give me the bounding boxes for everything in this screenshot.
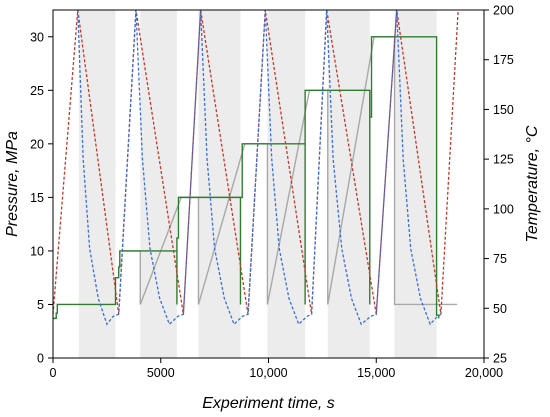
right-y-tick-label: 125 (493, 153, 514, 167)
right-y-tick-label: 150 (493, 103, 514, 117)
right-y-tick-label: 75 (493, 252, 507, 266)
right-y-tick-label: 25 (493, 352, 507, 366)
left-y-tick-label: 0 (37, 352, 44, 366)
right-y-tick-label: 100 (493, 202, 514, 216)
right-y-tick-label: 200 (493, 4, 514, 18)
series-pressure-line (53, 36, 440, 320)
shaded-interval (140, 10, 177, 358)
left-y-tick-label: 15 (30, 191, 44, 205)
left-y-tick-label: 5 (37, 298, 44, 312)
series-reference-line (121, 36, 458, 306)
left-y-tick-label: 25 (30, 84, 44, 98)
x-tick-label: 20,000 (465, 366, 503, 380)
left-y-tick-label: 30 (30, 30, 44, 44)
axis-ticks: 0 5000 10,000 15,000 20,000 0 5 10 15 20 25 30 25 50 7… (30, 4, 514, 381)
series-temperature_cooling-line (77, 9, 442, 326)
series-temperature_heating-line (52, 9, 459, 315)
left-y-axis-title: Pressure, MPa (4, 131, 21, 237)
x-tick-label: 5000 (147, 366, 175, 380)
right-y-tick-label: 175 (493, 53, 514, 67)
left-y-tick-label: 10 (30, 244, 44, 258)
shaded-interval (394, 10, 437, 358)
shaded-interval (78, 10, 116, 358)
x-tick-label: 0 (50, 366, 57, 380)
x-tick-label: 15,000 (357, 366, 395, 380)
x-axis-title: Experiment time, s (202, 395, 334, 412)
right-y-axis-title: Temperature, °C (524, 125, 541, 242)
series-lines (52, 9, 459, 326)
x-tick-label: 10,000 (249, 366, 287, 380)
left-y-tick-label: 20 (30, 137, 44, 151)
right-y-tick-label: 50 (493, 302, 507, 316)
shaded-interval (198, 10, 241, 358)
